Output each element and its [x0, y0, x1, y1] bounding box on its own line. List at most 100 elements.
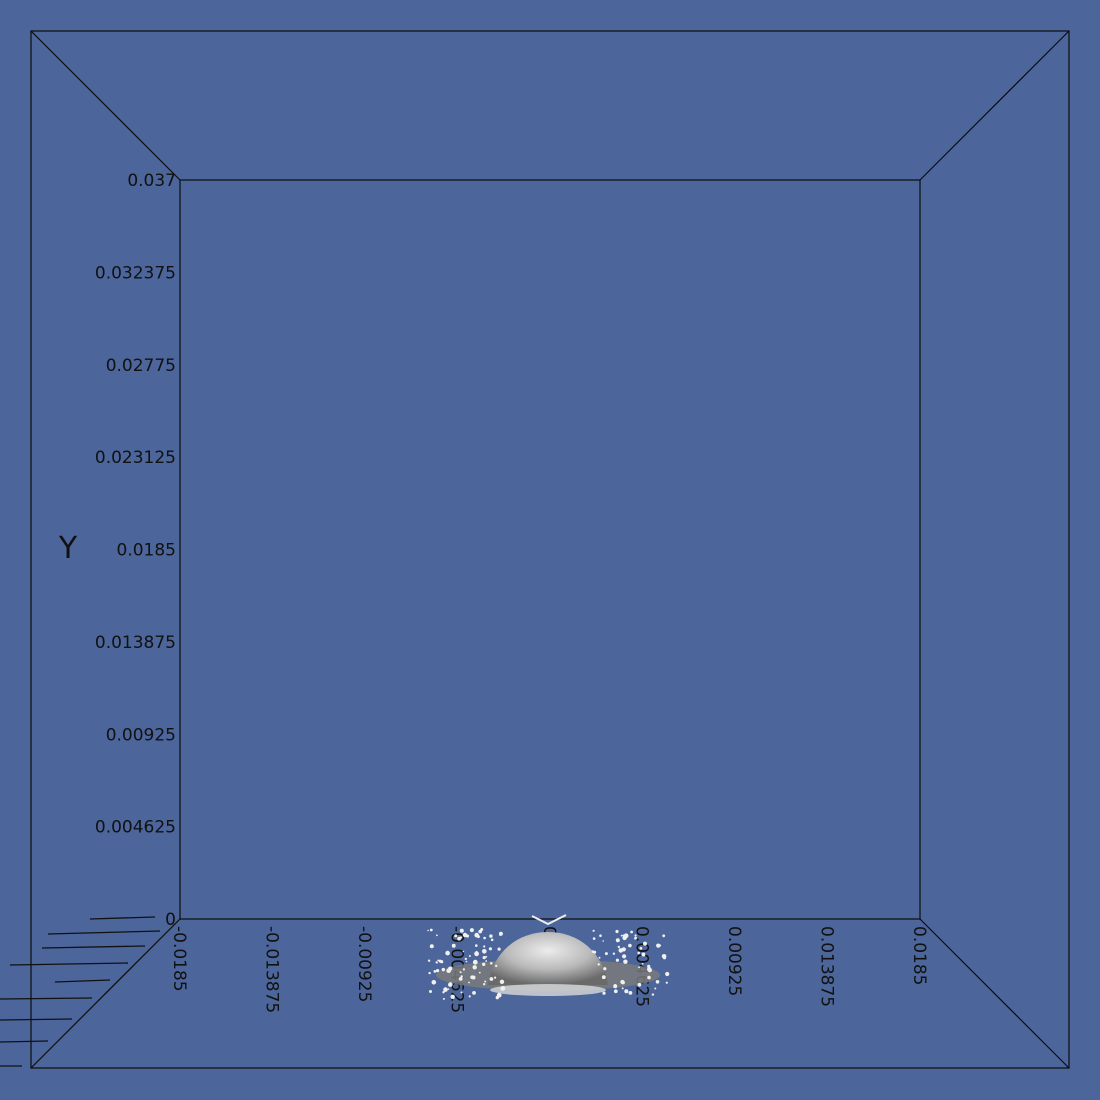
splash-particle	[604, 952, 608, 956]
splash-particle	[615, 938, 620, 943]
splash-particle	[630, 930, 633, 934]
splash-particle	[468, 955, 471, 957]
splash-particle	[634, 936, 637, 940]
splash-particle	[482, 956, 486, 960]
splash-particle	[615, 958, 620, 962]
droplet-base	[490, 984, 606, 996]
splash-particle	[457, 936, 461, 941]
splash-particle	[468, 995, 471, 998]
splash-particle	[429, 990, 432, 993]
splash-particle	[498, 931, 503, 936]
splash-particle	[658, 944, 662, 947]
splash-particle	[471, 975, 476, 980]
y-tick-label: 0.02775	[106, 356, 176, 376]
splash-particle	[624, 989, 629, 994]
y-tick-label: 0	[165, 910, 176, 930]
splash-particle	[637, 951, 640, 955]
box-corner-edge	[30, 918, 181, 1069]
box-corner-edge	[919, 918, 1070, 1069]
splash-particle	[484, 980, 487, 983]
splash-particle	[647, 968, 652, 973]
splash-particle	[447, 988, 450, 990]
splash-particle	[490, 938, 494, 942]
splash-particle	[429, 944, 434, 949]
splash-particle	[641, 963, 644, 965]
splash-particle	[494, 976, 497, 979]
splash-particle	[592, 929, 595, 932]
splash-particle	[472, 991, 476, 995]
splash-particle	[445, 950, 450, 956]
splash-particle	[427, 929, 429, 932]
splash-particle	[459, 971, 462, 974]
x-tick-label: 0.013875	[817, 926, 837, 1007]
splash-particle	[638, 966, 640, 969]
y-tick-label: 0.004625	[95, 818, 176, 838]
splash-particle	[601, 975, 606, 980]
splash-particle	[462, 933, 467, 937]
x-tick-label: -0.00925	[354, 926, 374, 1002]
splash-particle	[628, 991, 633, 995]
splash-particle	[495, 964, 498, 968]
splash-particle	[462, 950, 465, 953]
splash-particle	[450, 994, 455, 999]
splash-particle	[643, 941, 647, 946]
y-tick-label: 0.00925	[106, 725, 176, 745]
splash-particle	[490, 962, 493, 965]
box-corner-edge	[919, 30, 1070, 181]
splash-particle	[665, 981, 668, 984]
splash-particle	[476, 935, 480, 939]
splash-particle	[497, 947, 501, 951]
splash-particle	[459, 928, 464, 933]
splash-particle	[436, 934, 438, 937]
y-tick-label: 0.023125	[95, 448, 176, 468]
splash-particle	[620, 979, 625, 985]
splash-particle	[460, 991, 463, 994]
splash-particle	[433, 970, 437, 973]
splash-particle	[615, 929, 619, 934]
splash-particle	[489, 977, 494, 981]
splash-particle	[628, 943, 632, 948]
splash-particle	[465, 934, 469, 938]
splash-particle	[448, 966, 453, 971]
splash-particle	[620, 934, 623, 937]
splash-particle	[449, 982, 452, 984]
splash-particle	[499, 979, 505, 984]
splash-particle	[468, 981, 470, 984]
splash-particle	[662, 934, 666, 938]
splash-particle	[448, 982, 453, 987]
splash-particle	[443, 987, 448, 992]
splash-particle	[458, 977, 463, 981]
x-tick-label: -0.0185	[169, 926, 189, 992]
splash-particle	[617, 945, 620, 949]
splash-particle	[454, 934, 458, 938]
splash-particle	[483, 936, 486, 940]
bounding-box	[30, 30, 1070, 1069]
splash-particle	[665, 971, 670, 977]
splash-particle	[428, 971, 431, 975]
splash-particle	[618, 948, 624, 953]
splash-particle	[637, 982, 642, 987]
x-tick-label: 0.00925	[724, 926, 744, 996]
splash-particle	[488, 947, 492, 951]
splash-particle	[482, 949, 487, 954]
splash-particle	[641, 952, 646, 957]
splash-particle	[602, 940, 604, 942]
splash-particle	[592, 937, 596, 940]
splash-particle	[475, 944, 478, 947]
splash-particle	[662, 956, 667, 960]
splash-particle	[483, 983, 486, 986]
y-tick-label: 0.032375	[95, 263, 176, 283]
splash-particle	[436, 969, 440, 973]
splash-particle	[613, 989, 618, 994]
y-tick-label: 0.013875	[95, 633, 176, 653]
y-tick-label: 0.0185	[117, 541, 176, 561]
splash-particle	[603, 967, 607, 971]
outer-box-edge	[30, 30, 1070, 1069]
droplet-dome	[488, 932, 608, 985]
splash-particle	[478, 971, 481, 974]
splash-particle	[500, 986, 506, 991]
splash-particle	[591, 950, 595, 953]
z-axis-ticks-garbled	[0, 916, 161, 1067]
splash-particle	[429, 928, 433, 932]
